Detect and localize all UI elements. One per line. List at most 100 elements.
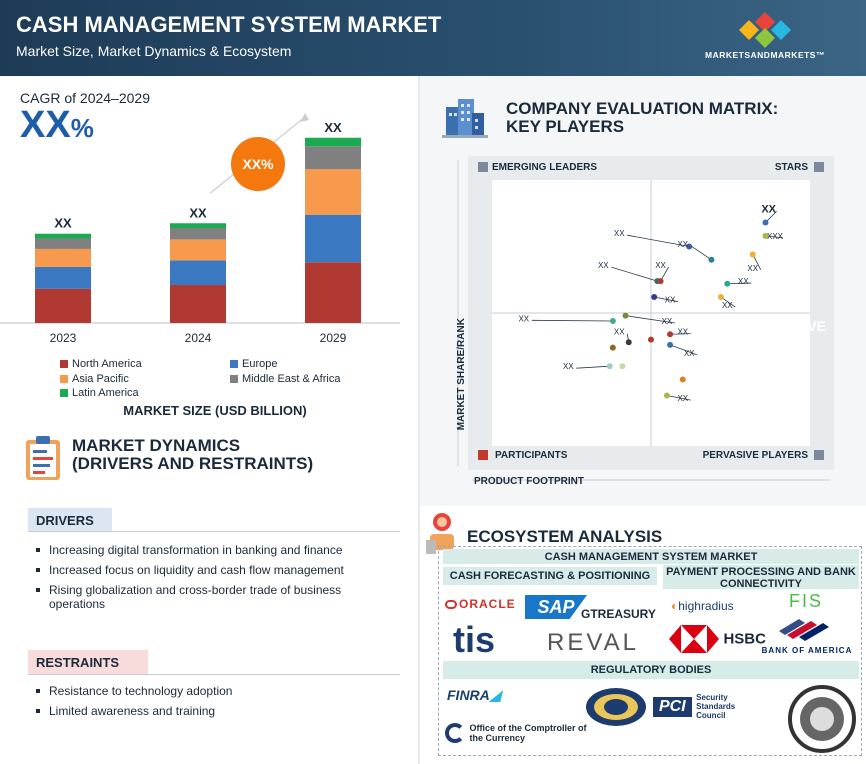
bar-segment xyxy=(170,223,226,228)
bank-of-america-logo: BANK OF AMERICA xyxy=(757,619,857,655)
company-point xyxy=(609,344,616,351)
driver-item: Increased focus on liquidity and cash fl… xyxy=(36,563,396,577)
fdic-seal-logo xyxy=(783,685,861,758)
quadrant-participants: PARTICIPANTS xyxy=(495,450,568,461)
hsbc-hexagon-icon xyxy=(669,625,719,653)
company-point-label: XX xyxy=(665,296,676,305)
page-subtitle: Market Size, Market Dynamics & Ecosystem xyxy=(16,43,292,59)
boa-flag-icon xyxy=(779,619,829,641)
legend-item: North America xyxy=(60,358,142,370)
x-axis-label: PRODUCT FOOTPRINT xyxy=(474,476,584,487)
point-leader-line xyxy=(531,319,613,322)
gtreasury-logo: GTREASURY xyxy=(581,607,656,621)
x-tick-label: 2029 xyxy=(320,331,347,345)
oracle-logo: ORACLE xyxy=(445,597,516,611)
fis-logo: FIS xyxy=(789,591,824,611)
participants-icon xyxy=(478,450,488,460)
legend-label: Middle East & Africa xyxy=(242,373,341,385)
driver-item: Rising globalization and cross-border tr… xyxy=(36,583,396,611)
company-point xyxy=(679,376,686,383)
emerging-leaders-icon xyxy=(478,162,488,172)
company-point xyxy=(667,341,674,348)
bar-segment xyxy=(305,137,361,147)
finra-logo: FINRA◢ xyxy=(447,687,501,704)
quadrant-emerging-leaders: EMERGING LEADERS xyxy=(492,162,597,173)
legend-label: Asia Pacific xyxy=(72,373,129,385)
company-point xyxy=(762,219,769,226)
company-point-label: XX xyxy=(662,317,673,326)
buildings-icon xyxy=(442,99,488,138)
company-point xyxy=(619,363,626,370)
logo-diamonds-icon xyxy=(739,12,791,48)
bar-segment xyxy=(305,214,361,263)
bar-segment xyxy=(35,248,91,267)
y-axis-label: MARKET SHARE/RANK xyxy=(456,317,467,430)
company-point-label: XX xyxy=(655,261,666,270)
sec-seal-icon xyxy=(586,688,646,726)
point-leader-line xyxy=(654,296,679,303)
drivers-header: DRIVERS xyxy=(28,508,112,532)
occ-mark-icon xyxy=(445,723,465,743)
point-leader-line xyxy=(669,344,698,356)
company-point xyxy=(609,317,616,324)
company-point xyxy=(749,251,756,258)
bar-segment xyxy=(305,262,361,323)
legend-swatch xyxy=(230,360,238,368)
company-point xyxy=(663,392,670,399)
quadrant-stars: STARS xyxy=(775,162,808,173)
restraint-item: Limited awareness and training xyxy=(36,704,396,718)
company-point xyxy=(724,280,731,287)
marketsandmarkets-logo[interactable]: MARKETSANDMARKETS™ xyxy=(690,10,840,66)
pci-text: PCI xyxy=(653,696,692,717)
company-point xyxy=(657,278,664,285)
restraints-divider xyxy=(28,674,400,675)
ecosystem-market-header: CASH MANAGEMENT SYSTEM MARKET xyxy=(443,549,859,564)
company-point-label: XX xyxy=(598,261,609,270)
company-point-label: XX xyxy=(563,362,574,371)
company-point-label: XX xyxy=(677,394,688,403)
growth-arrow-head xyxy=(300,113,309,122)
fdic-seal-icon xyxy=(788,685,856,753)
legend-label: Latin America xyxy=(72,387,139,399)
oracle-ring-icon xyxy=(445,600,457,610)
cash-forecasting-header: CASH FORECASTING & POSITIONING xyxy=(443,567,657,585)
ecosystem-box: CASH MANAGEMENT SYSTEM MARKET CASH FOREC… xyxy=(438,546,862,756)
highradius-mark-icon: ◐ xyxy=(671,599,679,613)
reval-logo: REVAL xyxy=(547,629,639,656)
point-leader-line xyxy=(727,282,752,285)
bar-segment xyxy=(35,233,91,239)
ecosystem-title: ECOSYSTEM ANALYSIS xyxy=(467,527,663,546)
header-banner: CASH MANAGEMENT SYSTEM MARKET Market Siz… xyxy=(0,0,866,76)
pci-logo: PCI Security Standards Council xyxy=(653,693,762,720)
restraint-item: Resistance to technology adoption xyxy=(36,684,396,698)
matrix-watermark: VE xyxy=(807,318,826,334)
company-point-label: XX xyxy=(684,349,695,358)
column-divider xyxy=(418,76,420,764)
company-point xyxy=(686,243,693,250)
legend-swatch xyxy=(230,375,238,383)
cagr-value: XX% xyxy=(20,104,94,147)
matrix-title-line1: COMPANY EVALUATION MATRIX: xyxy=(506,99,779,118)
matrix-title-line2: KEY PLAYERS xyxy=(506,117,625,136)
point-leader-line xyxy=(670,333,691,335)
legend-label: North America xyxy=(72,358,142,370)
company-point xyxy=(708,256,715,263)
boa-text: BANK OF AMERICA xyxy=(761,646,853,655)
sec-seal-logo xyxy=(585,687,647,732)
x-tick-label: 2024 xyxy=(185,331,212,345)
company-point-label: XX xyxy=(518,314,529,323)
legend-swatch xyxy=(60,375,68,383)
company-point-label: XX xyxy=(747,264,758,273)
bar-segment xyxy=(305,146,361,170)
driver-item: Increasing digital transformation in ban… xyxy=(36,543,396,557)
company-point xyxy=(667,331,674,338)
tis-logo: tis xyxy=(453,619,496,660)
company-point-label: XX xyxy=(761,203,776,215)
restraints-header: RESTRAINTS xyxy=(28,650,148,674)
hsbc-text: HSBC xyxy=(723,630,766,648)
bar-segment xyxy=(170,260,226,285)
cagr-bubble xyxy=(231,137,285,191)
cagr-unit: % xyxy=(70,113,94,143)
cagr-label: CAGR of 2024–2029 xyxy=(20,90,150,106)
point-leader-line xyxy=(576,365,610,369)
